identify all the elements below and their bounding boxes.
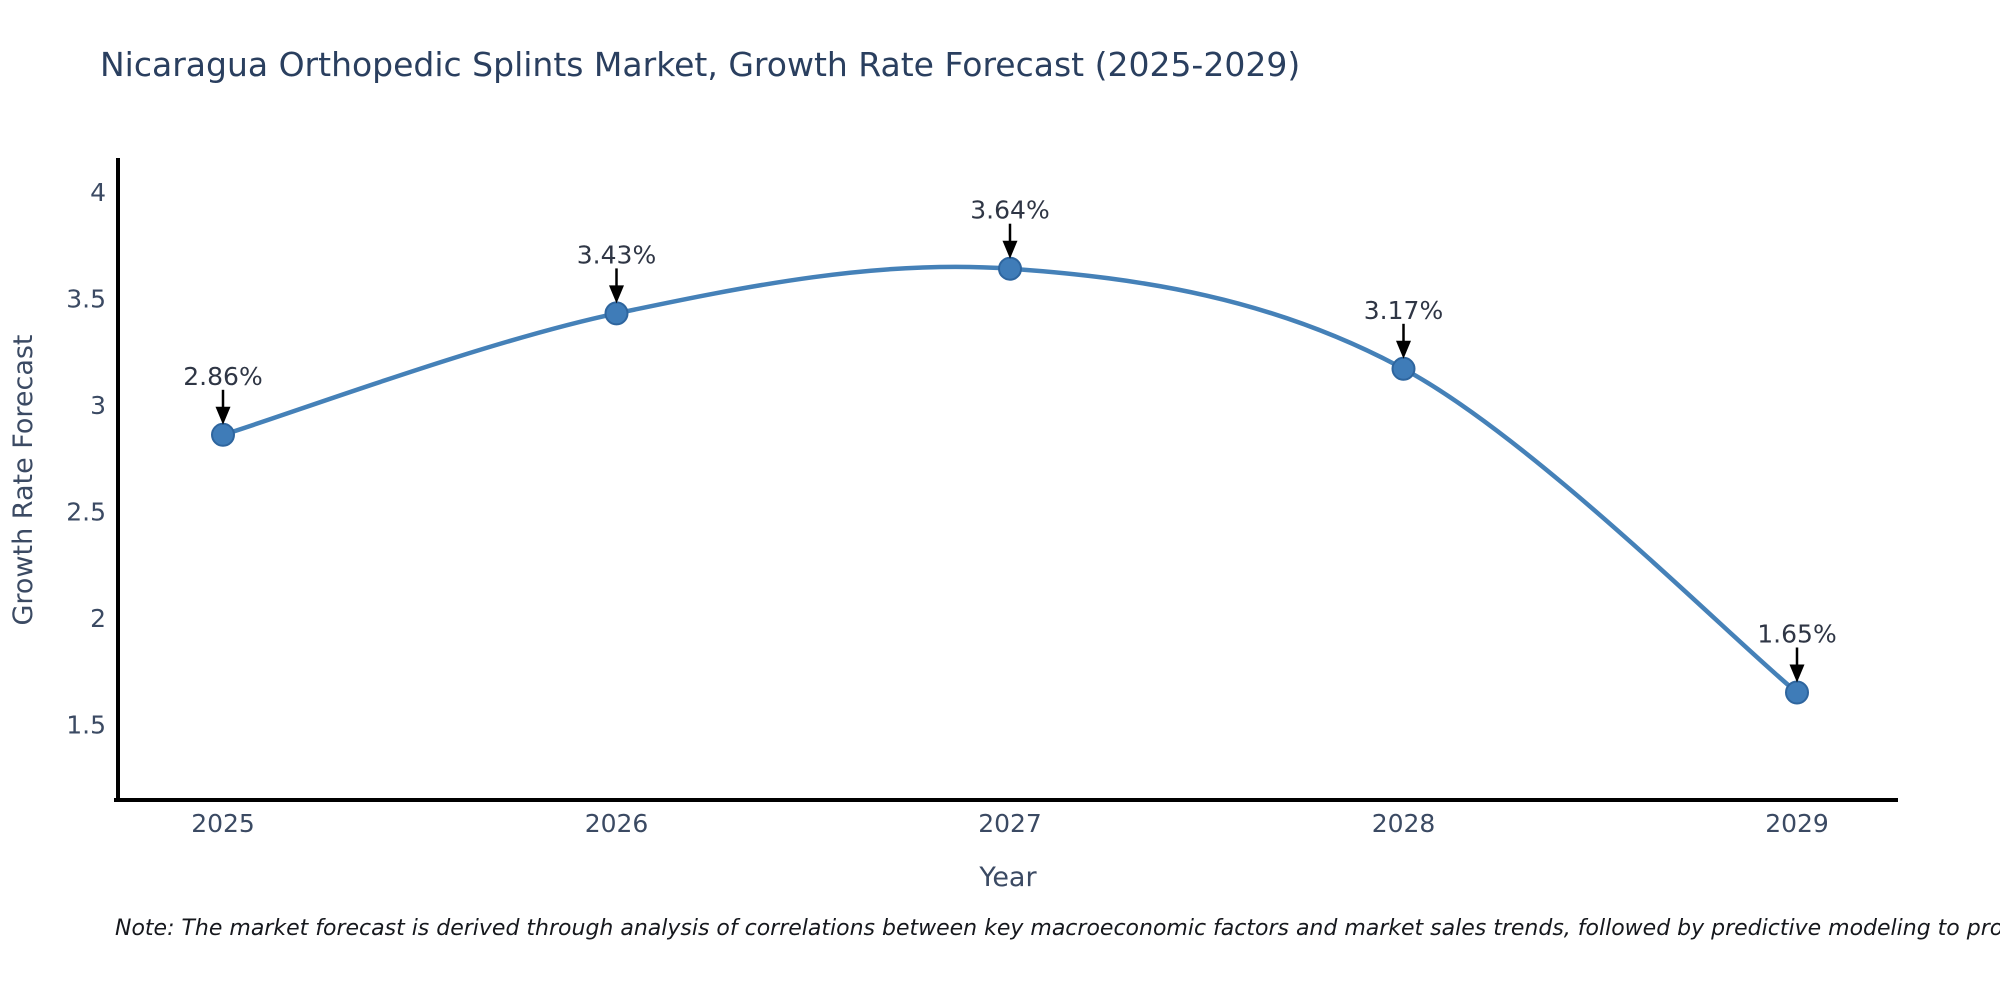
point-value-label: 1.65% — [1757, 620, 1836, 649]
x-tick-label: 2025 — [191, 809, 255, 838]
annotation-arrowhead-down — [1002, 240, 1018, 259]
y-tick-label: 1.5 — [66, 711, 106, 740]
x-axis-tick-labels: 2025 2026 2027 2028 2029 — [191, 809, 1829, 838]
annotation-arrowhead-down — [1396, 340, 1411, 359]
x-tick-label: 2028 — [1372, 809, 1436, 838]
series-line — [220, 264, 1800, 695]
annotation-arrowhead-down — [609, 285, 624, 304]
y-axis-title: Growth Rate Forecast — [8, 334, 39, 625]
y-tick-label: 2.5 — [66, 498, 106, 527]
axes-spines — [114, 158, 1898, 802]
y-tick-label: 3 — [90, 391, 106, 420]
point-annotations: 2.86% 3.43% 3.64% 3.17% 1.65% — [183, 196, 1837, 683]
y-tick-label: 2 — [90, 604, 106, 633]
annotation-arrowhead-down — [1789, 664, 1805, 683]
data-point-marker — [211, 422, 235, 447]
x-axis-title: Year — [978, 862, 1037, 893]
annotation-arrowhead-down — [215, 406, 231, 425]
data-point-marker — [604, 301, 629, 326]
point-value-label: 2.86% — [183, 362, 262, 391]
x-tick-label: 2026 — [585, 809, 649, 838]
y-tick-label: 3.5 — [66, 285, 106, 314]
data-points — [211, 256, 1809, 705]
point-value-label: 3.64% — [970, 196, 1049, 225]
y-tick-label: 4 — [90, 178, 106, 207]
x-tick-label: 2027 — [978, 809, 1042, 838]
point-value-label: 3.43% — [577, 240, 656, 269]
data-point-marker — [1785, 680, 1809, 705]
x-tick-label: 2029 — [1765, 809, 1829, 838]
footnote: Note: The market forecast is derived thr… — [115, 916, 2000, 941]
point-value-label: 3.17% — [1364, 296, 1443, 325]
data-point-marker — [998, 256, 1022, 281]
data-point-marker — [1391, 356, 1416, 381]
chart-title: Nicaragua Orthopedic Splints Market, Gro… — [100, 45, 1301, 84]
y-axis-tick-labels: 4 3.5 3 2.5 2 1.5 — [66, 178, 106, 740]
